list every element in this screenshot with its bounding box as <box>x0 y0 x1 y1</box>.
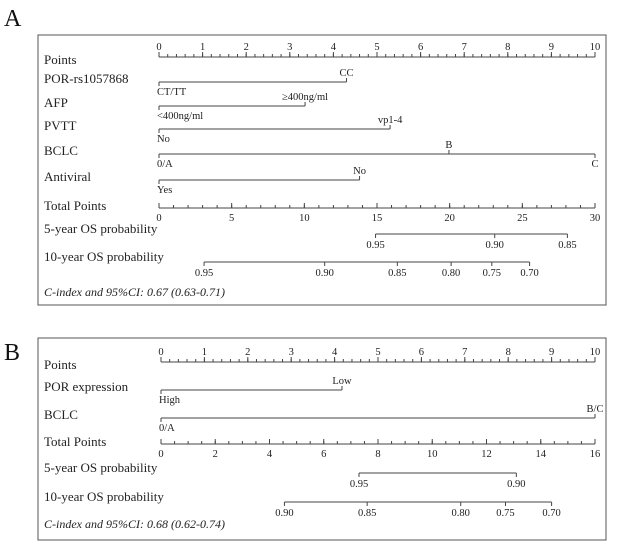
variable-level-label: High <box>159 395 181 406</box>
points-tick-label: 5 <box>375 347 380 358</box>
variable-level-label: vp1-4 <box>378 115 403 126</box>
probability-tick-label: 0.70 <box>542 508 560 519</box>
probability-tick-label: 0.95 <box>195 268 213 279</box>
panel-frame <box>37 337 607 541</box>
variable-label: AFP <box>44 95 68 110</box>
points-tick-label: 1 <box>202 347 207 358</box>
points-tick-label: 10 <box>590 42 601 53</box>
variable-level-label: No <box>353 166 366 177</box>
total-points-tick-label: 0 <box>156 213 161 224</box>
points-tick-label: 7 <box>462 347 467 358</box>
points-tick-label: 1 <box>200 42 205 53</box>
points-tick-label: 2 <box>245 347 250 358</box>
variable-level-label: <400ng/ml <box>157 111 203 122</box>
total-points-label: Total Points <box>44 198 106 213</box>
probability-tick-label: 0.90 <box>507 479 525 490</box>
variable-level-label: Yes <box>157 185 172 196</box>
probability-tick-label: 0.80 <box>452 508 470 519</box>
points-tick-label: 8 <box>505 42 510 53</box>
variable-level-label: CT/TT <box>157 87 187 98</box>
points-tick-label: 9 <box>549 347 554 358</box>
probability-tick-label: 0.75 <box>496 508 514 519</box>
variable-label: PVTT <box>44 118 77 133</box>
points-tick-label: 9 <box>549 42 554 53</box>
points-axis-label: Points <box>44 52 77 67</box>
c-index-text: C-index and 95%CI: 0.67 (0.63-0.71) <box>44 285 225 299</box>
variable-label: POR-rs1057868 <box>44 71 129 86</box>
points-tick-label: 3 <box>287 42 292 53</box>
c-index-text: C-index and 95%CI: 0.68 (0.62-0.74) <box>44 517 225 531</box>
variable-level-label: 0/A <box>157 159 173 170</box>
total-points-tick-label: 10 <box>299 213 310 224</box>
probability-tick-label: 0.80 <box>442 268 460 279</box>
probability-scale-label: 10-year OS probability <box>44 489 164 504</box>
panel-letter: A <box>4 6 22 32</box>
probability-tick-label: 0.95 <box>366 240 384 251</box>
total-points-tick-label: 8 <box>375 449 380 460</box>
probability-tick-label: 0.90 <box>315 268 333 279</box>
points-tick-label: 2 <box>244 42 249 53</box>
points-tick-label: 6 <box>418 42 423 53</box>
total-points-tick-label: 12 <box>481 449 492 460</box>
points-tick-label: 0 <box>156 42 161 53</box>
points-tick-label: 5 <box>374 42 379 53</box>
probability-tick-label: 0.90 <box>486 240 504 251</box>
total-points-label: Total Points <box>44 434 106 449</box>
variable-level-label: 0/A <box>159 423 175 434</box>
points-tick-label: 0 <box>158 347 163 358</box>
total-points-tick-label: 10 <box>427 449 438 460</box>
total-points-tick-label: 5 <box>229 213 234 224</box>
points-axis-label: Points <box>44 357 77 372</box>
variable-level-label: CC <box>339 68 353 79</box>
total-points-tick-label: 14 <box>536 449 547 460</box>
variable-label: BCLC <box>44 143 78 158</box>
variable-level-label: B/C <box>587 404 604 415</box>
probability-tick-label: 0.70 <box>520 268 538 279</box>
points-tick-label: 4 <box>332 347 338 358</box>
total-points-tick-label: 4 <box>267 449 273 460</box>
probability-scale-label: 5-year OS probability <box>44 460 158 475</box>
points-tick-label: 6 <box>419 347 424 358</box>
points-tick-label: 3 <box>289 347 294 358</box>
probability-tick-label: 0.85 <box>358 508 376 519</box>
points-tick-label: 4 <box>331 42 337 53</box>
variable-level-label: No <box>157 134 170 145</box>
total-points-tick-label: 2 <box>213 449 218 460</box>
variable-label: BCLC <box>44 407 78 422</box>
probability-scale-label: 10-year OS probability <box>44 249 164 264</box>
variable-level-label: C <box>591 159 598 170</box>
probability-tick-label: 0.85 <box>388 268 406 279</box>
total-points-tick-label: 6 <box>321 449 326 460</box>
total-points-tick-label: 20 <box>444 213 455 224</box>
probability-tick-label: 0.75 <box>483 268 501 279</box>
total-points-tick-label: 30 <box>590 213 601 224</box>
points-tick-label: 8 <box>506 347 511 358</box>
variable-label: POR expression <box>44 379 129 394</box>
variable-level-label: ≥400ng/ml <box>282 92 328 103</box>
points-tick-label: 10 <box>590 347 601 358</box>
probability-scale-label: 5-year OS probability <box>44 221 158 236</box>
probability-tick-label: 0.95 <box>350 479 368 490</box>
probability-tick-label: 0.90 <box>275 508 293 519</box>
total-points-tick-label: 25 <box>517 213 528 224</box>
total-points-tick-label: 16 <box>590 449 601 460</box>
points-tick-label: 7 <box>462 42 467 53</box>
total-points-tick-label: 0 <box>158 449 163 460</box>
total-points-tick-label: 15 <box>372 213 383 224</box>
variable-label: Antiviral <box>44 169 91 184</box>
variable-level-label: B <box>445 140 452 151</box>
variable-level-label: Low <box>332 376 352 387</box>
probability-tick-label: 0.85 <box>558 240 576 251</box>
panel-frame <box>37 34 607 306</box>
panel-letter: B <box>4 340 20 366</box>
